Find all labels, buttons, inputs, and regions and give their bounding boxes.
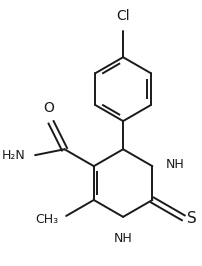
Text: S: S xyxy=(187,211,197,226)
Text: NH: NH xyxy=(114,232,133,245)
Text: H₂N: H₂N xyxy=(2,149,26,162)
Text: CH₃: CH₃ xyxy=(36,213,59,226)
Text: NH: NH xyxy=(165,158,184,171)
Text: O: O xyxy=(43,101,54,115)
Text: Cl: Cl xyxy=(116,9,130,23)
